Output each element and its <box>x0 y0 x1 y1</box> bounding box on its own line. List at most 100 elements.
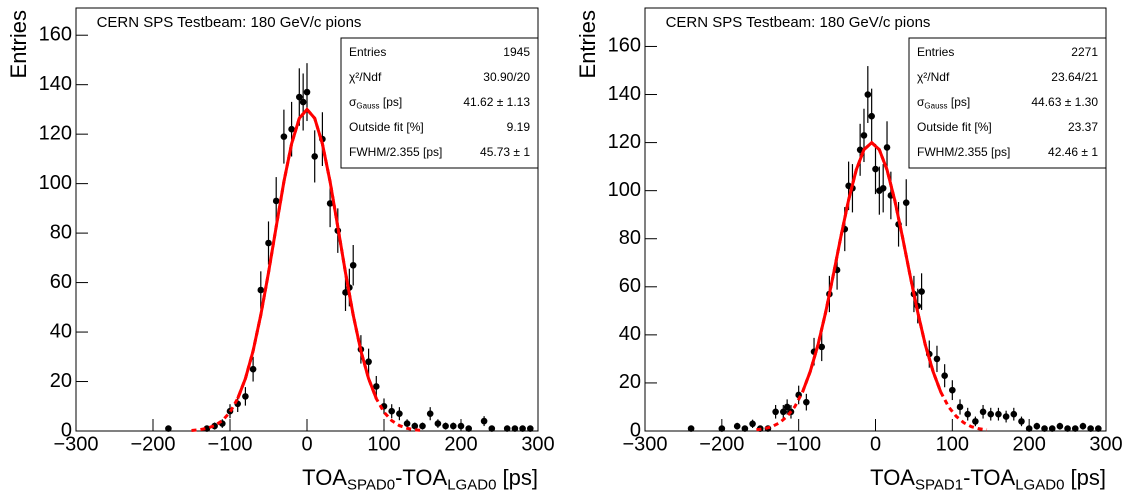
data-point <box>1041 425 1048 432</box>
x-axis-label: TOASPAD1-TOALGAD0 [ps] <box>870 465 1106 494</box>
data-point <box>1079 422 1087 430</box>
data-point <box>902 199 910 206</box>
data-point <box>995 410 1002 418</box>
stat-value: 45.73 ± 1 <box>480 145 530 159</box>
y-tick-label: 120 <box>39 122 72 144</box>
data-point <box>288 125 295 133</box>
data-point <box>741 425 749 432</box>
stat-value: 42.46 ± 1 <box>1048 145 1098 159</box>
stats-box <box>340 37 539 169</box>
data-point <box>733 422 741 430</box>
data-point <box>419 422 426 430</box>
data-point <box>964 410 971 418</box>
y-tick-label: 60 <box>50 271 72 293</box>
data-point <box>342 289 349 296</box>
data-point <box>434 420 442 427</box>
data-point <box>519 425 526 432</box>
stat-value: 23.64/21 <box>1051 70 1098 84</box>
data-point <box>457 422 465 430</box>
stat-label-part: Gauss <box>356 102 379 111</box>
stat-value: 23.37 <box>1068 120 1098 134</box>
y-tick-label: 100 <box>39 172 72 194</box>
data-point <box>411 422 419 430</box>
x-tick-label: −300 <box>53 433 98 455</box>
stat-label-part: σ <box>917 95 925 109</box>
data-point <box>956 403 964 411</box>
data-point <box>373 383 380 390</box>
data-point <box>272 197 280 205</box>
y-tick-label: 60 <box>619 275 641 297</box>
chart-title: CERN SPS Testbeam: 180 GeV/c pions <box>97 14 362 31</box>
x-tick-label: 300 <box>521 433 554 455</box>
data-point <box>257 286 265 294</box>
data-point <box>203 425 211 432</box>
chart-title: CERN SPS Testbeam: 180 GeV/c pions <box>666 14 931 31</box>
data-point <box>426 410 434 417</box>
x-axis-label-part: SPAD0 <box>347 477 395 494</box>
y-tick-label: 80 <box>619 227 641 249</box>
data-point <box>918 288 925 295</box>
x-axis-label: TOASPAD0-TOALGAD0 [ps] <box>302 465 538 494</box>
x-tick-label: −300 <box>622 433 667 455</box>
data-point <box>480 417 488 425</box>
stat-label-part: [ps] <box>380 95 403 109</box>
data-point <box>442 422 449 430</box>
y-tick-label: 140 <box>608 83 641 105</box>
stat-label: Outside fit [%] <box>349 120 424 134</box>
stat-label: σGauss [ps] <box>917 95 970 111</box>
x-axis-label-part: LGAD0 <box>447 477 496 494</box>
y-tick-label: 140 <box>39 73 72 95</box>
stat-value: 2271 <box>1071 45 1098 59</box>
stat-label-part: σ <box>349 95 357 109</box>
data-point <box>527 425 534 432</box>
stat-value: 30.90/20 <box>483 70 530 84</box>
data-point <box>864 91 872 98</box>
x-tick-label: 0 <box>870 433 881 455</box>
data-point <box>718 425 726 432</box>
data-point <box>1064 425 1071 432</box>
x-tick-label: −200 <box>130 433 175 455</box>
x-tick-label: 200 <box>444 433 477 455</box>
data-point <box>388 407 396 415</box>
stat-label: χ²/Ndf <box>917 70 950 84</box>
stat-label: FWHM/2.355 [ps] <box>917 145 1010 159</box>
data-point <box>503 425 511 432</box>
x-tick-label: 100 <box>367 433 400 455</box>
data-point <box>818 343 826 351</box>
stat-label: χ²/Ndf <box>349 70 382 84</box>
data-point <box>1048 425 1056 432</box>
stat-value: 9.19 <box>507 120 531 134</box>
data-point <box>749 420 756 428</box>
data-point <box>1071 425 1079 432</box>
data-point <box>242 393 249 400</box>
data-point <box>1010 410 1018 418</box>
data-point <box>1056 422 1064 430</box>
panel: −300 −200 −100 0 100 200 300 0 20 40 60 80 100 120 140… <box>6 7 555 455</box>
x-tick-label: 100 <box>936 433 969 455</box>
y-tick-label: 0 <box>61 419 72 441</box>
data-point <box>396 410 403 417</box>
stat-label: σGauss [ps] <box>349 95 402 111</box>
data-point <box>941 372 948 380</box>
data-point <box>303 88 311 96</box>
data-point <box>772 408 779 416</box>
y-tick-label: 20 <box>50 370 72 392</box>
data-point <box>1095 425 1102 432</box>
stat-value: 41.62 ± 1.13 <box>463 95 530 109</box>
data-point <box>296 93 303 101</box>
stat-label: Outside fit [%] <box>917 120 992 134</box>
data-point <box>979 408 987 416</box>
data-point <box>165 425 172 432</box>
data-point <box>803 398 810 406</box>
stat-label-part: Gauss <box>924 102 947 111</box>
stat-label: Entries <box>917 45 954 59</box>
x-tick-label: −100 <box>207 433 252 455</box>
data-point <box>265 239 272 247</box>
data-point <box>511 425 519 432</box>
y-tick-label: 40 <box>619 323 641 345</box>
stats-box <box>908 37 1107 169</box>
stat-label: Entries <box>349 45 386 59</box>
data-point <box>450 422 457 430</box>
y-axis-label: Entries <box>575 10 600 78</box>
x-axis-label-part: TOA <box>870 465 915 490</box>
